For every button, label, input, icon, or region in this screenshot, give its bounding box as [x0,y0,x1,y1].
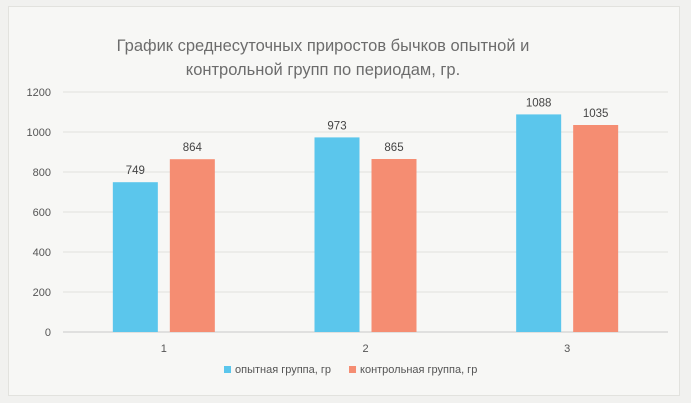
bar [169,159,215,332]
data-label: 1035 [583,108,609,120]
y-tick-label: 200 [33,287,51,299]
bar [112,182,158,332]
legend-label: опытная группа, гр [235,364,331,376]
data-label: 864 [183,142,203,154]
legend-label: контрольная группа, гр [360,364,477,376]
x-tick-label: 1 [161,343,167,355]
y-tick-label: 1000 [27,127,51,139]
y-tick-label: 0 [45,327,51,339]
chart-title-line-2: контрольной групп по периодам, гр. [186,61,460,79]
y-tick-label: 400 [33,247,51,259]
x-axis: 1 2 3 [161,343,570,355]
bar [314,137,360,332]
y-tick-label: 800 [33,167,51,179]
x-tick-label: 2 [362,343,368,355]
bar [371,159,417,332]
bar [516,114,562,333]
x-tick-label: 3 [564,343,570,355]
data-label: 973 [327,120,346,132]
chart-title-line-1: График среднесуточных приростов бычков о… [117,37,530,55]
data-label: 1088 [526,97,552,109]
y-axis: 0 200 400 600 800 1000 1200 [27,87,51,339]
data-label: 749 [126,165,145,177]
legend-swatch [349,366,357,373]
data-label: 865 [384,142,403,154]
gridlines [63,91,668,333]
legend-swatch [224,366,231,373]
legend: опытная группа, гр контрольная группа, гр [224,364,477,376]
bars: 749 864 973 865 1088 1035 [112,97,619,333]
y-tick-label: 1200 [27,87,51,99]
y-tick-label: 600 [33,207,51,219]
bar [573,125,619,332]
